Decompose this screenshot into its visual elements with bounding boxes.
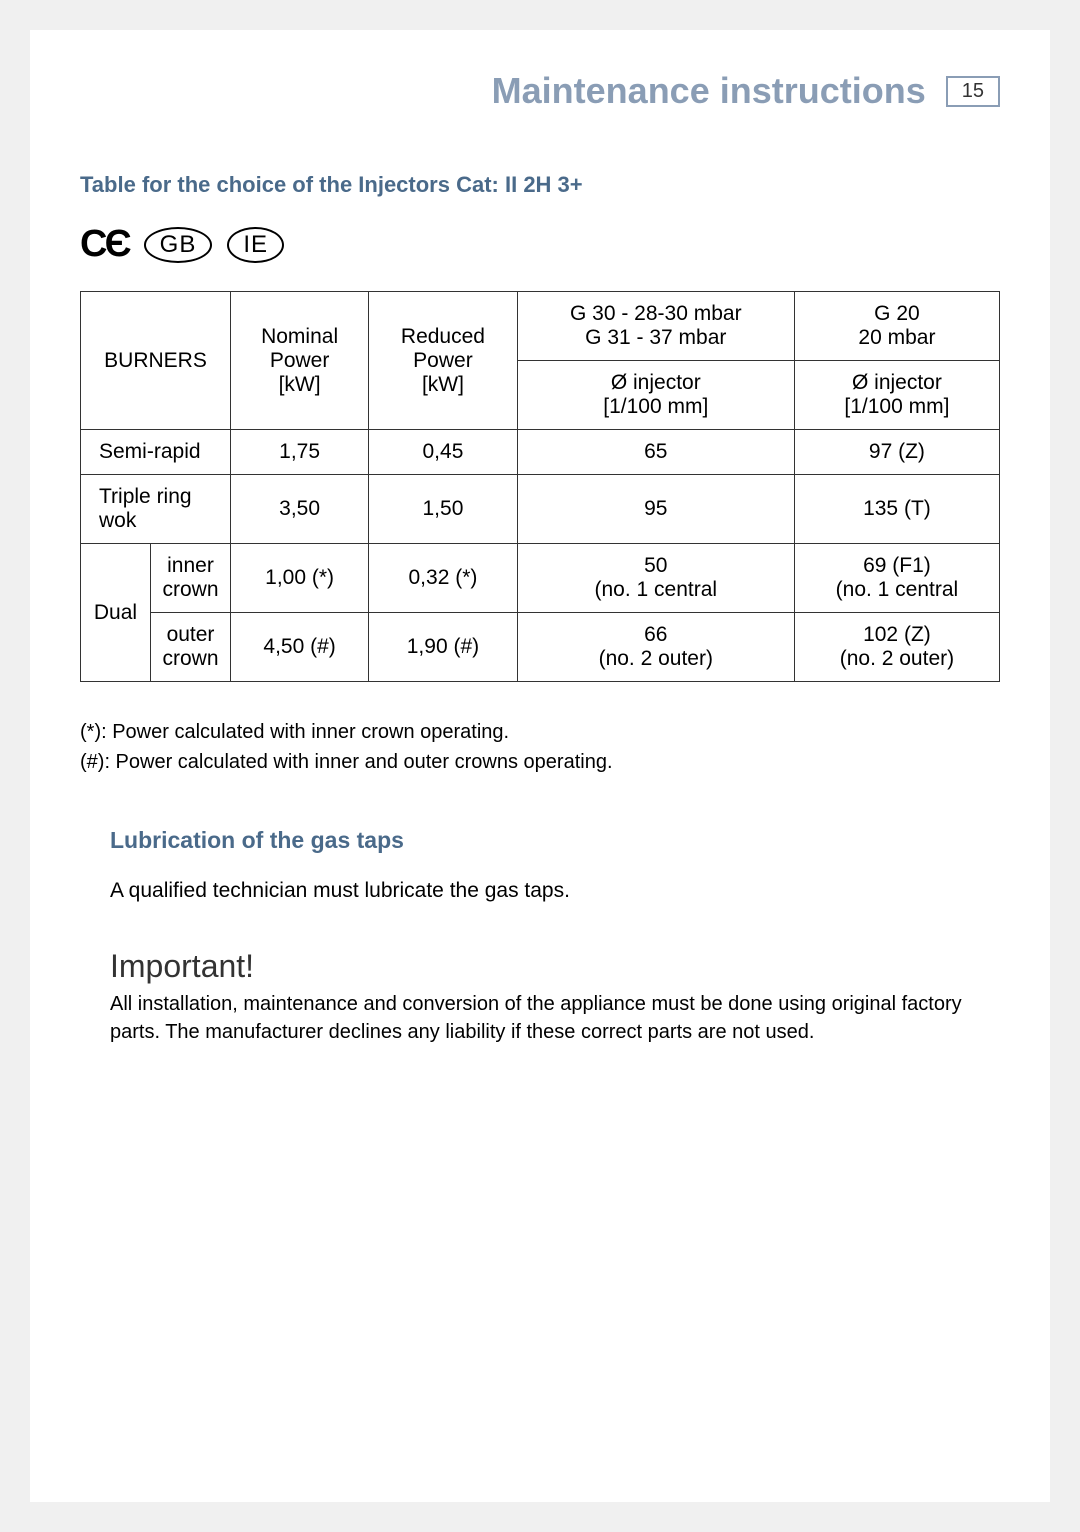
header-title: Maintenance instructions bbox=[492, 70, 926, 112]
burners-header: BURNERS bbox=[81, 292, 231, 430]
lubrication-title: Lubrication of the gas taps bbox=[110, 827, 1000, 854]
footnote-star: (*): Power calculated with inner crown o… bbox=[80, 717, 1000, 747]
ie-mark: IE bbox=[227, 227, 284, 263]
nominal-power-header: Nominal Power [kW] bbox=[231, 292, 369, 430]
table-caption: Table for the choice of the Injectors Ca… bbox=[80, 172, 1000, 198]
injector2-subheader: Ø injector [1/100 mm] bbox=[794, 361, 999, 430]
ce-mark-icon: C Є bbox=[80, 223, 129, 266]
important-title: Important! bbox=[110, 948, 1000, 985]
gas2-header: G 20 20 mbar bbox=[794, 292, 999, 361]
dual-label: Dual bbox=[81, 544, 151, 682]
table-row: Dual innercrown 1,00 (*) 0,32 (*) 50 (no… bbox=[81, 544, 1000, 613]
page-container: Maintenance instructions 15 Table for th… bbox=[30, 30, 1050, 1502]
table-row: Semi-rapid 1,75 0,45 65 97 (Z) bbox=[81, 430, 1000, 475]
footnote-hash: (#): Power calculated with inner and out… bbox=[80, 747, 1000, 777]
table-row: Triple ring wok 3,50 1,50 95 135 (T) bbox=[81, 475, 1000, 544]
gb-mark: GB bbox=[144, 227, 213, 263]
lubrication-text: A qualified technician must lubricate th… bbox=[110, 879, 1000, 903]
injectors-table: BURNERS Nominal Power [kW] Reduced Power… bbox=[80, 291, 1000, 682]
footnotes: (*): Power calculated with inner crown o… bbox=[80, 717, 1000, 777]
gas1-header: G 30 - 28-30 mbar G 31 - 37 mbar bbox=[517, 292, 794, 361]
certification-marks: C Є GB IE bbox=[80, 223, 1000, 266]
injector1-subheader: Ø injector [1/100 mm] bbox=[517, 361, 794, 430]
reduced-power-header: Reduced Power [kW] bbox=[369, 292, 518, 430]
important-text: All installation, maintenance and conver… bbox=[110, 990, 1000, 1046]
page-header: Maintenance instructions 15 bbox=[80, 70, 1000, 112]
page-number: 15 bbox=[946, 76, 1000, 107]
table-row: outercrown 4,50 (#) 1,90 (#) 66 (no. 2 o… bbox=[81, 613, 1000, 682]
